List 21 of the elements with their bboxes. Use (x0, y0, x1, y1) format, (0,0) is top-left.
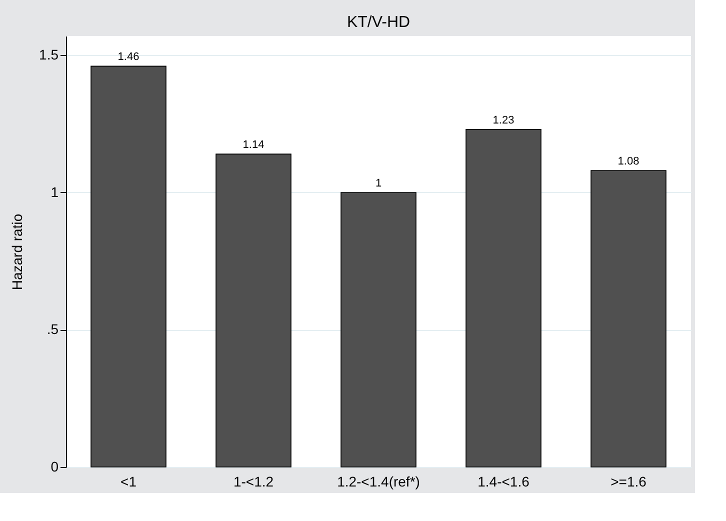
y-tick-label: .5 (46, 321, 59, 338)
x-tick-label: <1 (120, 474, 137, 490)
x-tick-label: >=1.6 (610, 474, 647, 490)
data-label: 1.08 (618, 156, 640, 168)
chart-title: KT/V-HD (346, 14, 410, 31)
bar (340, 192, 416, 468)
y-axis-title: Hazard ratio (9, 214, 26, 290)
y-tick-label: 1 (50, 184, 59, 200)
bar (216, 154, 292, 468)
data-label: 1.14 (242, 139, 264, 152)
x-tick-label: 1-<1.2 (233, 474, 274, 490)
x-tick-label: 1.4-<1.6 (478, 474, 530, 490)
data-label: 1.46 (118, 51, 140, 64)
y-tick-label: 0 (50, 458, 59, 474)
bar (90, 66, 166, 468)
data-label: 1.23 (492, 114, 514, 126)
x-tick-label: 1.2-<1.4(ref*) (337, 474, 420, 490)
bar (466, 128, 542, 468)
data-label: 1 (375, 177, 382, 190)
y-tick-label: 1.5 (39, 46, 59, 63)
bar (590, 170, 666, 468)
